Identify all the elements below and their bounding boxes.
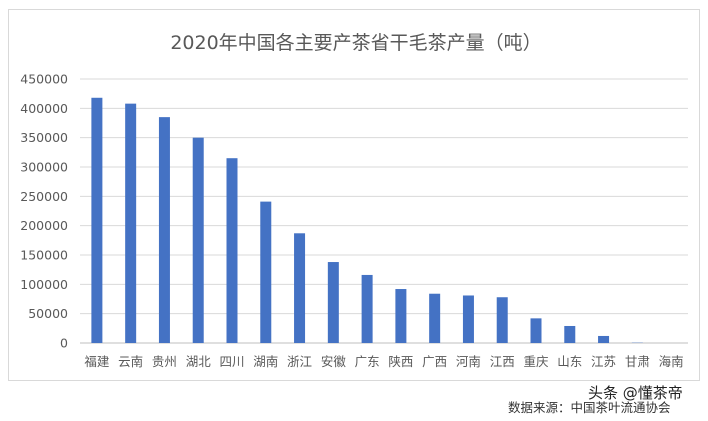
x-axis-labels: 福建 云南 贵州 湖北 四川 湖南 浙江 安徽 广东 陕西 广西 河南 江西 重庆 山东 江苏 甘肃 海南 xyxy=(84,354,683,369)
bar-14 xyxy=(530,318,542,343)
x-category-label: 甘肃 xyxy=(625,354,650,369)
x-category-label: 福建 xyxy=(84,354,110,369)
bar-2 xyxy=(125,103,137,343)
data-source-note: 数据来源：中国茶叶流通协会 xyxy=(508,400,671,415)
y-tick-label: 200000 xyxy=(20,218,68,233)
bar-7 xyxy=(294,233,306,343)
y-tick-label: 50000 xyxy=(28,306,68,321)
y-tick-label: 400000 xyxy=(20,101,68,116)
bar-13 xyxy=(496,297,508,343)
gridlines xyxy=(80,78,688,344)
y-tick-label: 450000 xyxy=(20,72,68,87)
bar-4 xyxy=(192,137,204,343)
bar-12 xyxy=(462,295,474,343)
bar-1 xyxy=(91,97,103,343)
x-category-label: 江苏 xyxy=(591,354,616,369)
y-tick-label: 150000 xyxy=(20,248,68,263)
x-category-label: 湖南 xyxy=(253,354,278,369)
x-category-label: 贵州 xyxy=(152,354,177,369)
bar-11 xyxy=(429,293,441,343)
x-category-label: 广东 xyxy=(355,354,380,369)
chart-title: 2020年中国各主要产茶省干毛茶产量（吨） xyxy=(170,32,541,54)
chart-frame xyxy=(8,9,700,381)
bar-3 xyxy=(158,117,170,343)
bar-5 xyxy=(226,158,238,343)
bar-10 xyxy=(395,289,407,343)
bar-16 xyxy=(598,335,610,343)
y-axis-ticks: 450000 400000 350000 300000 250000 200000 1500… xyxy=(20,72,68,351)
bars xyxy=(91,97,643,343)
y-tick-label: 100000 xyxy=(20,277,68,292)
x-category-label: 安徽 xyxy=(321,354,347,369)
x-category-label: 山东 xyxy=(557,354,582,369)
x-category-label: 四川 xyxy=(219,354,244,369)
y-tick-label: 350000 xyxy=(20,130,68,145)
y-tick-label: 0 xyxy=(60,336,68,351)
bar-8 xyxy=(327,262,339,343)
x-category-label: 湖北 xyxy=(186,354,212,369)
y-tick-label: 250000 xyxy=(20,189,68,204)
bar-15 xyxy=(564,325,576,343)
bar-9 xyxy=(361,274,373,343)
watermark: 头条 @懂茶帝 xyxy=(588,384,683,402)
bar-6 xyxy=(260,201,272,343)
x-category-label: 浙江 xyxy=(287,354,312,369)
x-category-label: 云南 xyxy=(118,354,143,369)
x-category-label: 重庆 xyxy=(523,354,549,369)
x-category-label: 广西 xyxy=(422,354,447,369)
x-category-label: 江西 xyxy=(490,354,515,369)
x-category-label: 陕西 xyxy=(388,354,413,369)
y-tick-label: 300000 xyxy=(20,160,68,175)
x-category-label: 海南 xyxy=(659,354,684,369)
x-category-label: 河南 xyxy=(456,354,481,369)
